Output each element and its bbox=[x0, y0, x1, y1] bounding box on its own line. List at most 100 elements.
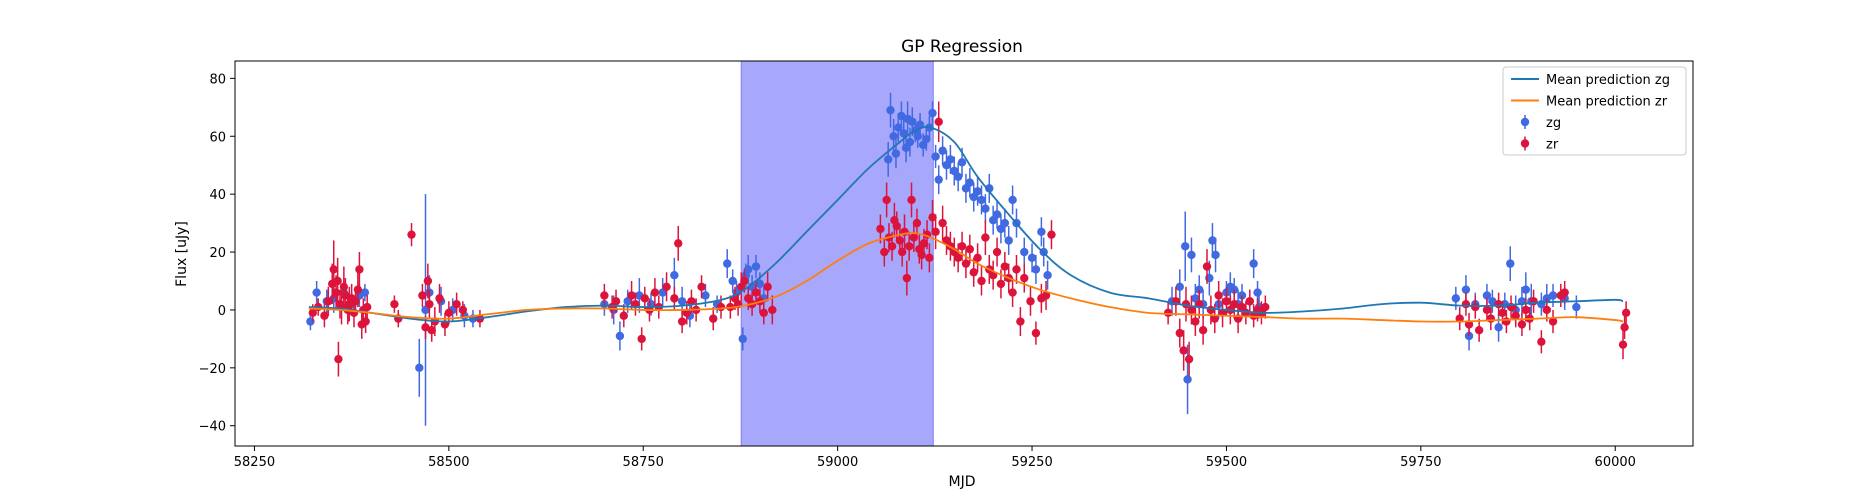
data-point-zr bbox=[1000, 262, 1010, 271]
data-point-zg bbox=[965, 178, 975, 187]
series-layer bbox=[306, 92, 1631, 426]
data-point-zr bbox=[1261, 302, 1270, 312]
data-point-zg bbox=[886, 106, 895, 115]
data-point-zr bbox=[981, 233, 990, 242]
data-point-zr bbox=[1041, 291, 1051, 300]
data-point-zr bbox=[1521, 305, 1531, 315]
x-axis: 58250 58500 58750 59000 59250 59500 59750 60000 bbox=[234, 446, 1636, 470]
x-tick-label: 58250 bbox=[234, 455, 275, 470]
data-point-zr bbox=[331, 288, 341, 297]
data-point-zr bbox=[763, 282, 772, 291]
data-point-zr bbox=[1461, 299, 1471, 309]
data-point-zr bbox=[1537, 337, 1546, 346]
data-point-zg bbox=[953, 172, 963, 181]
data-point-zr bbox=[425, 299, 434, 309]
data-point-zg bbox=[755, 279, 765, 289]
data-point-zr bbox=[1179, 346, 1188, 355]
prediction-lines bbox=[308, 125, 1624, 323]
data-point-zg bbox=[894, 123, 903, 132]
data-point-zr bbox=[1026, 297, 1035, 306]
data-point-zr bbox=[740, 276, 749, 286]
data-point-zr bbox=[953, 253, 963, 263]
data-point-zr bbox=[355, 265, 364, 274]
data-point-zr bbox=[1502, 317, 1511, 326]
data-point-zr bbox=[1494, 299, 1503, 309]
prediction-line-zr bbox=[308, 232, 1624, 323]
data-point-zr bbox=[697, 282, 706, 291]
data-point-zr bbox=[751, 288, 761, 297]
data-point-zr bbox=[418, 291, 427, 300]
data-point-zr bbox=[423, 276, 433, 286]
data-point-zg bbox=[738, 334, 747, 344]
legend-item-zr: zr bbox=[1520, 136, 1559, 153]
data-point-zr bbox=[768, 305, 777, 315]
data-point-zr bbox=[961, 259, 971, 268]
data-point-zr bbox=[650, 288, 660, 297]
data-point-zr bbox=[887, 242, 897, 251]
data-point-zg bbox=[934, 175, 943, 184]
data-point-zg bbox=[701, 291, 710, 300]
data-point-zr bbox=[640, 294, 649, 303]
data-point-zr bbox=[687, 297, 696, 306]
data-point-zg bbox=[744, 265, 753, 274]
data-point-zr bbox=[320, 311, 329, 320]
data-point-zr bbox=[1230, 299, 1239, 309]
data-point-zg bbox=[1482, 291, 1492, 300]
legend-item-zr: Mean prediction zr bbox=[1511, 95, 1668, 110]
data-point-zg bbox=[1027, 253, 1037, 263]
data-point-zg bbox=[1461, 285, 1471, 294]
data-point-zg bbox=[670, 271, 679, 280]
data-point-zr bbox=[353, 285, 363, 294]
data-point-zg bbox=[1208, 236, 1217, 245]
data-point-zr bbox=[1517, 320, 1527, 329]
data-point-zr bbox=[1482, 305, 1492, 315]
data-point-zr bbox=[308, 308, 317, 318]
x-tick-label: 59750 bbox=[1400, 455, 1441, 470]
data-point-zg bbox=[1494, 323, 1503, 332]
data-point-zr bbox=[339, 282, 349, 291]
data-point-zr bbox=[458, 305, 468, 315]
data-point-zr bbox=[1511, 311, 1520, 320]
data-point-zr bbox=[333, 276, 342, 286]
data-point-zr bbox=[709, 314, 718, 323]
x-tick-label: 58500 bbox=[428, 455, 469, 470]
y-axis: −40 −20 0 20 40 60 80 bbox=[199, 72, 235, 435]
legend-label: Mean prediction zg bbox=[1546, 73, 1670, 88]
data-point-zr bbox=[925, 253, 934, 263]
data-point-zr bbox=[909, 233, 919, 242]
data-point-zr bbox=[677, 317, 687, 326]
data-point-zr bbox=[904, 242, 914, 251]
data-point-zr bbox=[662, 282, 671, 291]
data-point-zg bbox=[1043, 271, 1052, 280]
data-point-zr bbox=[1198, 326, 1208, 335]
data-point-zr bbox=[1187, 305, 1196, 315]
data-point-zr bbox=[880, 247, 889, 257]
data-point-zr bbox=[334, 354, 343, 364]
data-point-zr bbox=[444, 308, 454, 318]
data-point-zr bbox=[912, 218, 922, 228]
data-point-zr bbox=[876, 224, 885, 234]
data-point-zr bbox=[1175, 328, 1184, 338]
data-point-zg bbox=[1249, 259, 1258, 268]
data-point-zg bbox=[312, 288, 321, 297]
data-point-zr bbox=[1031, 328, 1041, 338]
data-point-zr bbox=[1471, 302, 1480, 312]
data-point-zr bbox=[1214, 291, 1223, 300]
data-point-zg bbox=[931, 152, 940, 161]
data-point-zr bbox=[892, 221, 901, 231]
axes-frame bbox=[234, 60, 1694, 447]
data-point-zr bbox=[957, 242, 967, 251]
data-point-zr bbox=[329, 265, 338, 274]
y-tick-label: −20 bbox=[199, 362, 226, 377]
data-point-zg bbox=[1181, 242, 1190, 251]
data-point-zg bbox=[1506, 259, 1515, 268]
data-point-zr bbox=[1012, 265, 1021, 274]
x-tick-label: 59500 bbox=[1206, 455, 1247, 470]
data-point-zr bbox=[1474, 326, 1484, 335]
data-point-zg bbox=[1000, 218, 1010, 228]
data-point-zg bbox=[1020, 247, 1029, 257]
data-point-zr bbox=[1548, 317, 1558, 326]
data-point-zg bbox=[905, 137, 915, 147]
data-point-zg bbox=[928, 108, 937, 118]
